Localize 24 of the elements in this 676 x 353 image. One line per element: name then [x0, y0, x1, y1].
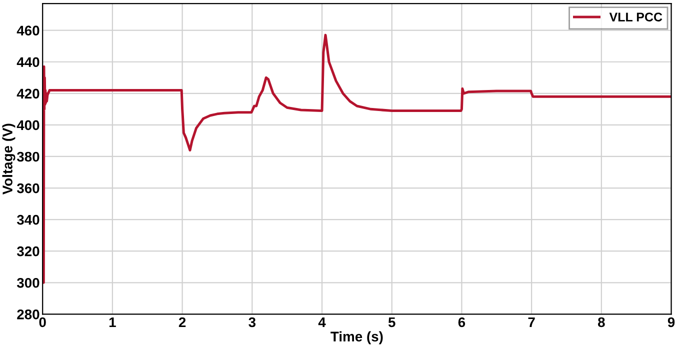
y-tick-label: 420	[16, 88, 40, 99]
y-tick-label: 340	[16, 214, 40, 225]
y-tick-label: 320	[16, 246, 40, 256]
x-tick-label: 6	[458, 317, 466, 328]
y-tick-label: 280	[17, 310, 40, 320]
x-tick-label: 7	[528, 317, 535, 328]
y-tick-label: 360	[16, 183, 40, 194]
x-axis-title: Time (s)	[330, 331, 383, 344]
x-tick-label: 3	[248, 317, 256, 328]
x-tick-label: 9	[668, 317, 675, 328]
line-series	[42, 34, 672, 284]
y-tick-label: 300	[16, 278, 40, 288]
x-tick-label: 4	[318, 317, 326, 328]
legend-label: VLL PCC	[609, 12, 662, 22]
y-tick-label: 460	[16, 26, 40, 36]
x-tick-label: 1	[109, 317, 116, 328]
x-tick-label: 5	[388, 317, 396, 328]
y-axis-title: Voltage (V)	[2, 124, 16, 195]
y-tick-label: 400	[16, 120, 40, 130]
x-tick-label: 8	[598, 317, 605, 328]
y-tick-label: 380	[16, 152, 40, 162]
x-tick-label: 0	[39, 317, 46, 328]
x-tick-label: 2	[178, 317, 186, 328]
y-tick-label: 440	[16, 57, 40, 68]
